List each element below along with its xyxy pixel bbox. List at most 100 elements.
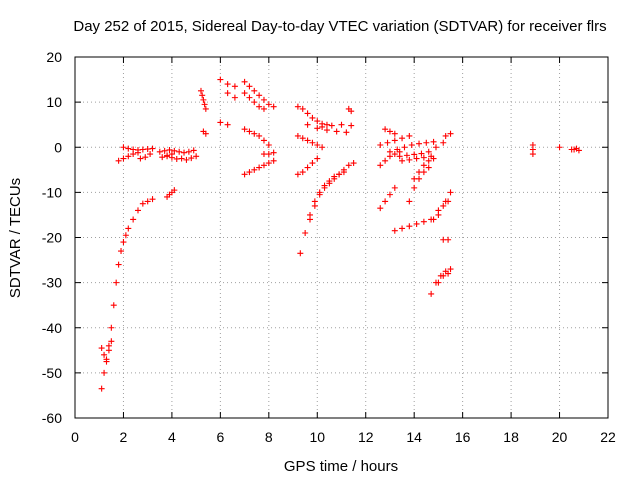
data-point — [430, 216, 437, 223]
data-point — [224, 90, 231, 97]
data-point — [144, 198, 151, 205]
data-point — [164, 152, 171, 159]
series-arc-02 — [98, 338, 115, 365]
data-point — [391, 130, 398, 137]
data-point — [246, 83, 253, 90]
x-tick-labels: 0 2 4 6 8 10 12 14 16 18 20 22 — [71, 429, 616, 445]
data-point — [168, 151, 175, 158]
data-point — [326, 180, 333, 187]
data-point — [411, 184, 418, 191]
series-arc-36 — [411, 155, 437, 182]
x-tick-label: 12 — [358, 429, 374, 445]
data-point — [406, 156, 413, 163]
data-point — [418, 150, 425, 157]
data-point — [440, 202, 447, 209]
data-point — [406, 132, 413, 139]
y-tick-label: -30 — [42, 275, 62, 291]
data-point — [338, 121, 345, 128]
data-point — [386, 191, 393, 198]
series-arc-12 — [217, 76, 238, 90]
data-point — [166, 146, 173, 153]
data-point — [201, 101, 208, 108]
data-point — [428, 290, 435, 297]
data-point — [396, 153, 403, 160]
data-point — [416, 169, 423, 176]
data-point — [309, 139, 316, 146]
y-tick-label: -20 — [42, 230, 62, 246]
data-point — [265, 101, 272, 108]
data-point — [299, 169, 306, 176]
data-point — [430, 155, 437, 162]
series-arc-21 — [304, 121, 350, 136]
series-arc-03 — [164, 187, 178, 200]
data-point — [445, 270, 452, 277]
series-arc-28 — [377, 184, 398, 212]
series-arc-27 — [307, 160, 357, 223]
data-point — [348, 108, 355, 115]
data-point — [314, 155, 321, 162]
data-point — [256, 132, 263, 139]
data-point — [137, 155, 144, 162]
data-point — [142, 154, 149, 161]
data-point — [420, 162, 427, 169]
series-arc-37 — [391, 189, 454, 234]
series-arc-32 — [386, 138, 437, 155]
data-point — [149, 196, 156, 203]
data-point — [299, 135, 306, 142]
data-point — [178, 155, 185, 162]
data-point — [231, 83, 238, 90]
data-point — [333, 128, 340, 135]
data-point — [251, 130, 258, 137]
x-tick-label: 8 — [265, 429, 273, 445]
series-arc-14 — [217, 119, 231, 128]
data-point — [314, 141, 321, 148]
data-point — [125, 145, 132, 152]
data-point — [401, 144, 408, 151]
data-point — [423, 139, 430, 146]
y-tick-label: 0 — [54, 139, 62, 155]
data-point — [348, 122, 355, 129]
series-arc-18 — [241, 157, 277, 178]
data-point — [294, 103, 301, 110]
data-point — [340, 166, 347, 173]
series-arc-45 — [568, 145, 582, 154]
data-point — [420, 218, 427, 225]
series-arc-38 — [430, 198, 452, 223]
data-point — [193, 153, 200, 160]
data-point — [101, 369, 108, 376]
data-point — [384, 139, 391, 146]
data-point — [110, 302, 117, 309]
y-tick-label: -50 — [42, 365, 62, 381]
data-point — [377, 162, 384, 169]
series-arc-44 — [556, 144, 563, 151]
data-point — [120, 155, 127, 162]
data-point — [246, 128, 253, 135]
y-axis-title: SDTVAR / TECUs — [7, 178, 24, 298]
data-point — [309, 114, 316, 121]
data-point — [304, 110, 311, 117]
series-arc-41 — [440, 236, 452, 243]
series-arc-23 — [345, 105, 355, 115]
data-point — [265, 151, 272, 158]
data-point — [125, 225, 132, 232]
data-point — [241, 90, 248, 97]
data-point — [147, 151, 154, 158]
data-point — [445, 198, 452, 205]
data-point — [171, 187, 178, 194]
data-point — [98, 385, 105, 392]
data-point — [217, 76, 224, 83]
data-point — [183, 156, 190, 163]
data-point — [130, 216, 137, 223]
data-point — [314, 118, 321, 125]
data-point — [377, 205, 384, 212]
data-point — [399, 135, 406, 142]
data-point — [241, 126, 248, 133]
data-point — [328, 122, 335, 129]
data-point — [139, 200, 146, 207]
series-arc-17 — [241, 126, 272, 148]
series-arc-13 — [224, 90, 238, 101]
x-tick-label: 20 — [552, 429, 568, 445]
data-point — [309, 160, 316, 167]
x-tick-label: 16 — [455, 429, 471, 445]
